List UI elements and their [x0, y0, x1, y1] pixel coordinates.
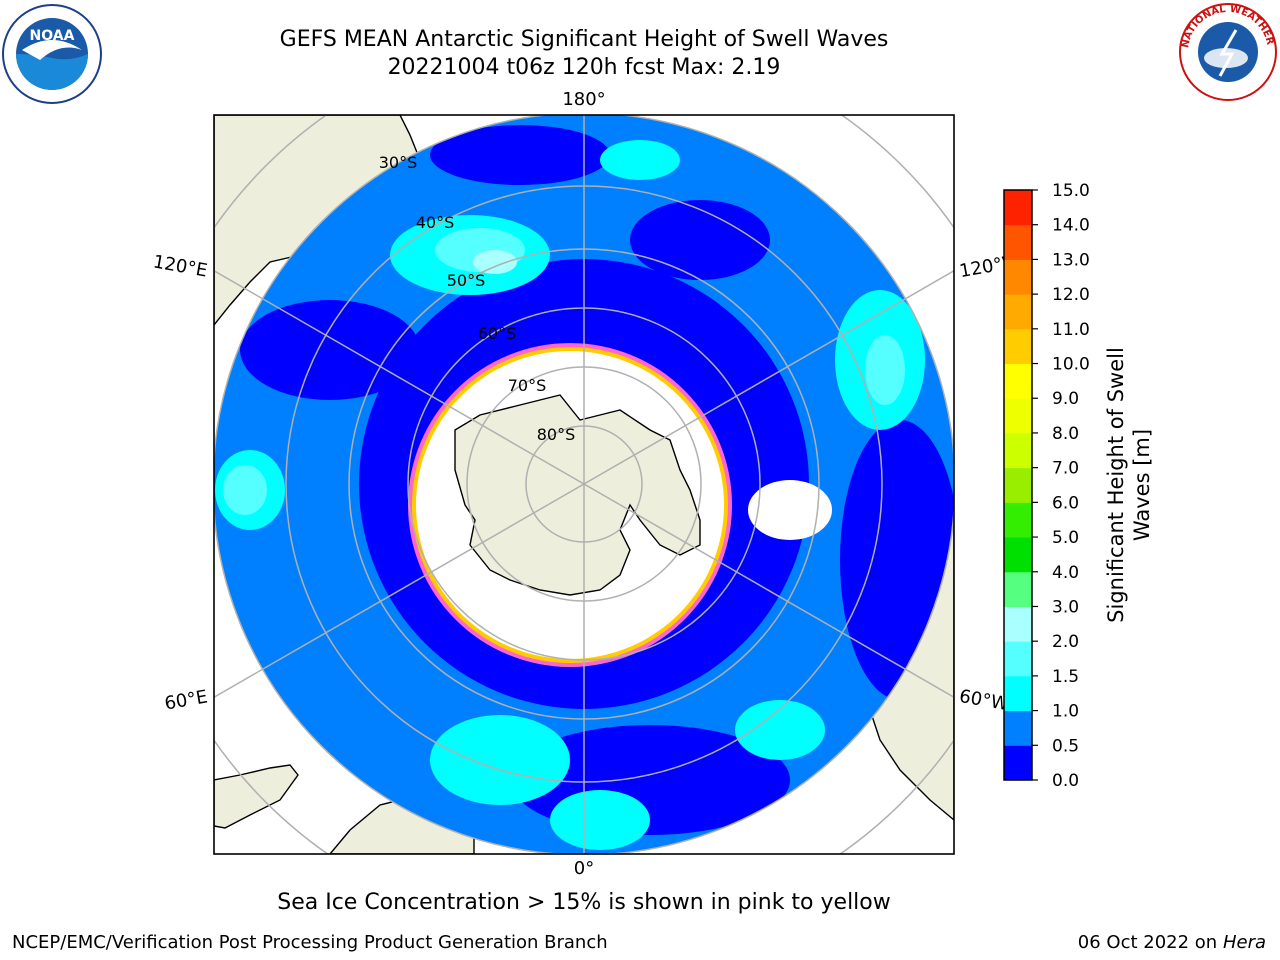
colorbar-segment [1004, 432, 1032, 469]
colorbar-segment [1004, 190, 1032, 226]
colorbar-tick-label: 13.0 [1052, 250, 1090, 270]
colorbar-tick-label: 3.0 [1052, 597, 1079, 617]
colorbar-segment [1004, 328, 1032, 365]
colorbar-tick-label: 9.0 [1052, 389, 1079, 409]
map-frame [213, 114, 955, 855]
lat-label-80s: 80°S [537, 425, 576, 444]
colorbar-segment [1004, 537, 1032, 573]
colorbar-tick-label: 14.0 [1052, 216, 1090, 236]
colorbar-segment [1004, 363, 1032, 399]
footer-credit: NCEP/EMC/Verification Post Processing Pr… [12, 932, 608, 953]
colorbar-segment [1004, 467, 1032, 503]
colorbar-label-line1: Significant Height of Swell [1104, 347, 1128, 623]
graticule [214, 115, 954, 854]
colorbar-tick-label: 1.5 [1052, 667, 1079, 687]
colorbar-tick-label: 0.0 [1052, 771, 1079, 791]
colorbar-segment [1004, 571, 1032, 607]
colorbar-tick-label: 5.0 [1052, 528, 1079, 548]
colorbar-tick-label: 6.0 [1052, 493, 1079, 513]
colorbar-tick-label: 15.0 [1052, 181, 1090, 201]
lon-label-lower-left: 60°E [163, 686, 209, 714]
colorbar-segment [1004, 224, 1032, 260]
colorbar-tick-label: 11.0 [1052, 320, 1090, 340]
colorbar-tick-label: 4.0 [1052, 563, 1079, 583]
colorbar-label-line2: Waves [m] [1130, 429, 1154, 541]
noaa-logo: NOAA [0, 2, 104, 110]
lat-label-30s: 30°S [379, 153, 418, 172]
footer-date-text: 06 Oct 2022 on [1077, 932, 1223, 953]
lon-label-upper-left: 120°E [151, 251, 209, 281]
colorbar-segment [1004, 398, 1032, 434]
chart-title: GEFS MEAN Antarctic Significant Height o… [279, 27, 889, 52]
sea-ice-note: Sea Ice Concentration > 15% is shown in … [277, 890, 891, 915]
chart-subtitle: 20221004 t06z 120h fcst Max: 2.19 [387, 55, 781, 80]
colorbar-tick-label: 12.0 [1052, 285, 1090, 305]
colorbar-tick-label: 10.0 [1052, 355, 1090, 375]
colorbar-segment [1004, 606, 1032, 642]
colorbar-segment [1004, 259, 1032, 295]
colorbar-tick-label: 8.0 [1052, 424, 1079, 444]
colorbar-segment [1004, 502, 1032, 538]
colorbar-segment [1004, 745, 1032, 781]
colorbar-tick-label: 0.5 [1052, 736, 1079, 756]
nws-logo: NATIONAL WEATHER SERVICE [1172, 0, 1280, 110]
lon-label-top: 180° [562, 89, 605, 110]
footer-host: Hera [1222, 932, 1266, 953]
colorbar-segment [1004, 710, 1032, 746]
lat-label-60s: 60°S [478, 324, 517, 343]
colorbar-segment [1004, 675, 1032, 712]
colorbar-segment [1004, 641, 1032, 677]
noaa-logo-text: NOAA [30, 28, 75, 44]
colorbar-frame [1003, 189, 1033, 781]
lat-label-70s: 70°S [508, 376, 547, 395]
footer-date: 06 Oct 2022 on Hera [1078, 932, 1266, 953]
lat-label-50s: 50°S [447, 271, 486, 290]
lat-label-40s: 40°S [416, 213, 455, 232]
lon-label-bottom: 0° [574, 858, 594, 879]
lon-label-lower-right: 60°W [958, 686, 1011, 715]
colorbar-segment [1004, 294, 1032, 330]
colorbar-tick-label: 7.0 [1052, 459, 1079, 479]
colorbar-tick-label: 1.0 [1052, 702, 1079, 722]
colorbar-tick-label: 2.0 [1052, 632, 1079, 652]
colorbar: 0.0 0.5 1.0 1.5 2.0 3.0 4.0 5.0 6.0 7.0 8.0 9.0 10.0… [1003, 181, 1090, 791]
